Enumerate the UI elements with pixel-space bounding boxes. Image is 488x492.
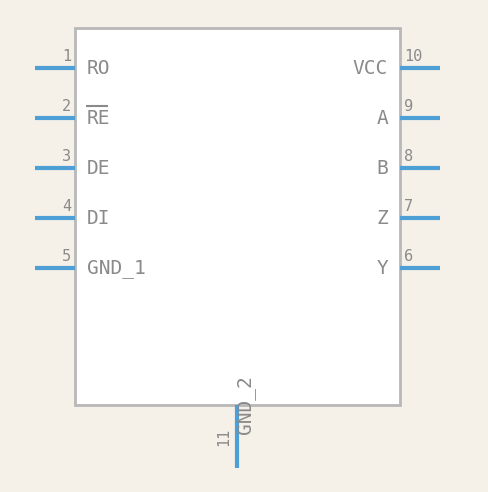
- Text: 7: 7: [404, 199, 413, 214]
- Text: RE: RE: [87, 109, 110, 127]
- Text: RO: RO: [87, 59, 110, 78]
- Text: Z: Z: [376, 209, 388, 227]
- Text: 5: 5: [62, 249, 71, 264]
- Text: GND_1: GND_1: [87, 258, 146, 277]
- Text: 11: 11: [216, 428, 231, 446]
- Text: 6: 6: [404, 249, 413, 264]
- Text: Y: Y: [376, 258, 388, 277]
- Text: 3: 3: [62, 149, 71, 164]
- Text: A: A: [376, 109, 388, 127]
- Text: 10: 10: [404, 49, 422, 64]
- Text: 9: 9: [404, 99, 413, 114]
- Text: DE: DE: [87, 158, 110, 178]
- Text: B: B: [376, 158, 388, 178]
- Text: 1: 1: [62, 49, 71, 64]
- Text: 4: 4: [62, 199, 71, 214]
- Text: VCC: VCC: [353, 59, 388, 78]
- Text: GND_2: GND_2: [236, 375, 255, 434]
- Bar: [75, 28, 400, 405]
- Text: DI: DI: [87, 209, 110, 227]
- Text: 2: 2: [62, 99, 71, 114]
- Text: 8: 8: [404, 149, 413, 164]
